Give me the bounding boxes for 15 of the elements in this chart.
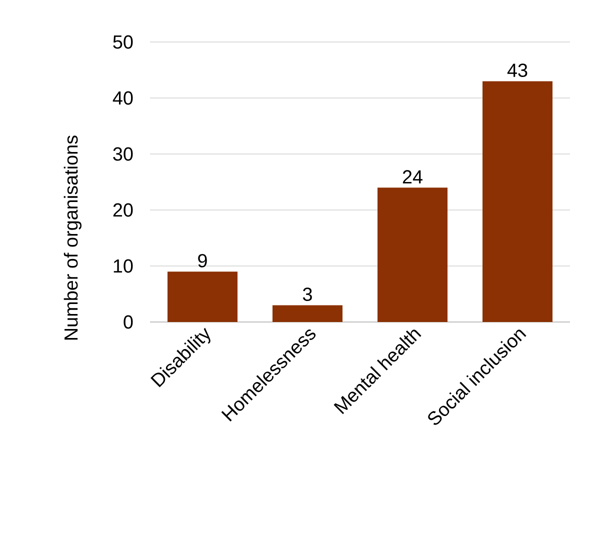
data-label: 43 [507, 64, 528, 78]
y-tick-label: 40 [112, 91, 133, 105]
bar [272, 305, 342, 322]
y-tick-label: 30 [113, 147, 133, 161]
bar [168, 272, 238, 322]
y-tick-label: 20 [113, 203, 133, 217]
data-label: 24 [402, 170, 422, 184]
data-label: 9 [198, 254, 207, 268]
data-label: 3 [302, 288, 312, 302]
y-tick-label: 10 [114, 259, 133, 273]
bar [482, 81, 552, 322]
y-tick-label: 0 [124, 315, 133, 329]
y-axis-title: Number of organisations [64, 136, 82, 340]
bar [378, 188, 448, 322]
y-tick-label: 50 [113, 35, 133, 49]
